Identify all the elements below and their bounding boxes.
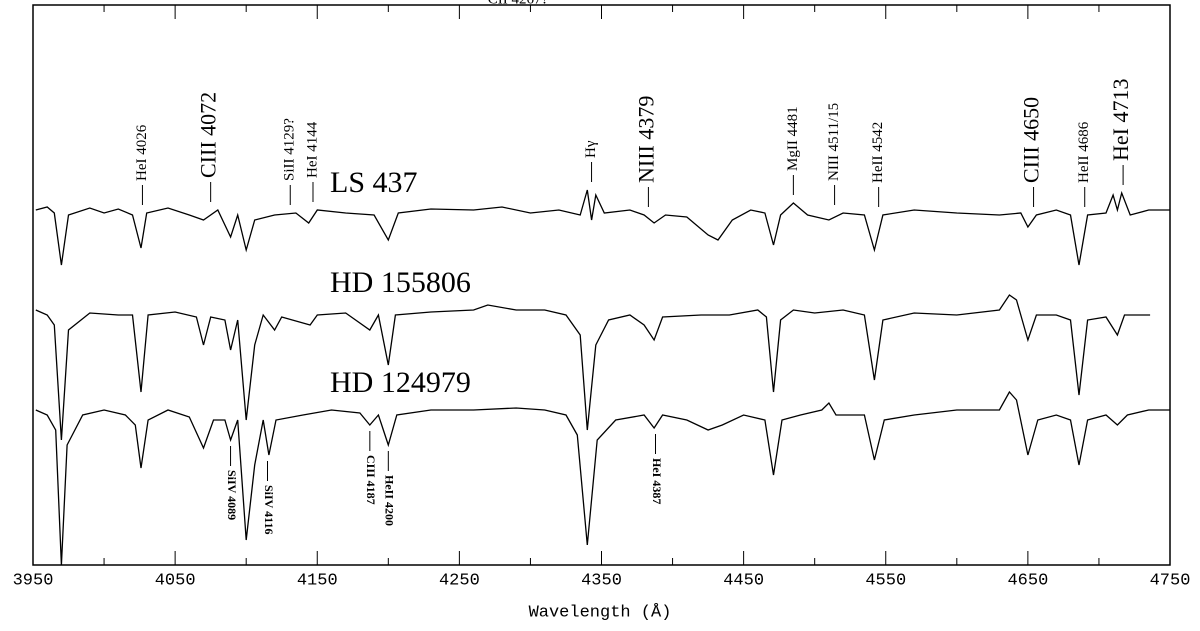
line-label: SiIV 4116: [262, 485, 276, 534]
x-tick-label: 4650: [1007, 571, 1048, 590]
line-label: CIII 4072: [196, 92, 221, 178]
x-tick-label: 4250: [439, 571, 480, 590]
x-tick-label: 3950: [13, 571, 54, 590]
x-tick-label: 4550: [865, 571, 906, 590]
line-label: HeII 4686: [1076, 121, 1092, 183]
series-label: HD 155806: [330, 266, 471, 299]
line-label: CIII 4650: [1019, 97, 1044, 183]
line-label: HeI 4387: [650, 458, 664, 504]
spectrum: [35, 294, 1151, 441]
line-label: HeI 4144: [304, 121, 320, 178]
line-label: SiIV 4089: [225, 470, 239, 520]
line-label: MgII 4481: [785, 106, 801, 171]
line-label: NIII 4379: [633, 96, 658, 183]
series-label: HD 124979: [330, 366, 471, 399]
x-tick-label: 4150: [297, 571, 338, 590]
x-tick-label: 4050: [155, 571, 196, 590]
plot-frame: [32, 4, 1171, 566]
line-label: NIII 4511/15: [826, 103, 842, 181]
x-axis-title: Wavelength (Å): [529, 603, 672, 622]
x-tick-label: 4350: [581, 571, 622, 590]
series-label: LS 437: [330, 166, 418, 199]
x-tick-label: 4750: [1150, 571, 1191, 590]
line-label: Hγ: [583, 140, 599, 158]
line-label: CII 4267?: [488, 0, 549, 7]
x-tick-label: 4450: [723, 571, 764, 590]
spectrum: [35, 189, 1170, 266]
line-label: HeI 4713: [1108, 79, 1133, 161]
line-label: HeII 4542: [870, 122, 886, 183]
line-label: CIII 4187: [364, 455, 378, 505]
line-label: HeII 4200: [383, 475, 397, 526]
spectrum: [35, 390, 1170, 566]
line-label: HeI 4026: [134, 124, 150, 181]
line-label: SiII 4129?: [282, 118, 298, 181]
